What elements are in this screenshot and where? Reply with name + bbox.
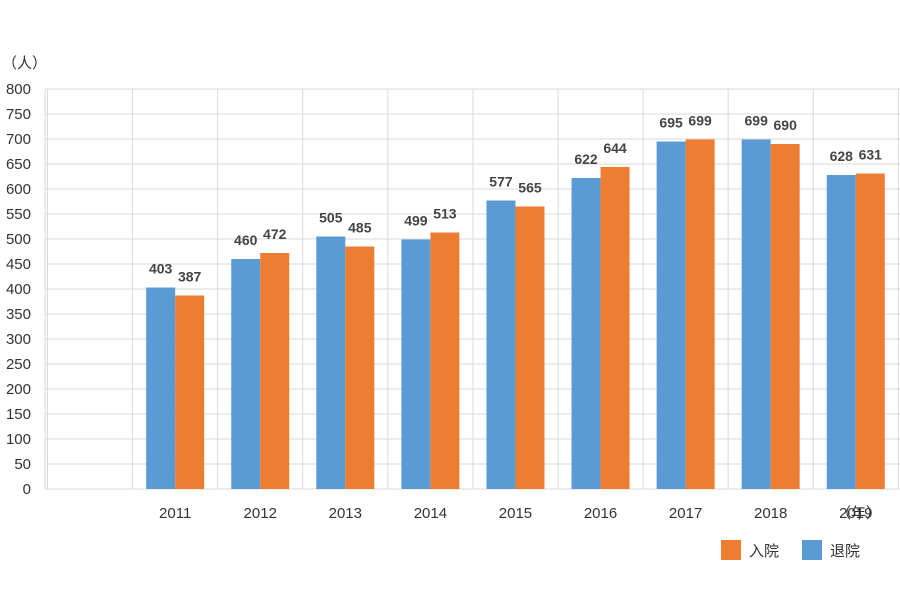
y-tick-label: 350 [6, 306, 31, 323]
y-tick-label: 300 [6, 331, 31, 348]
data-label: 387 [178, 269, 202, 285]
data-label: 460 [234, 232, 258, 248]
data-labels: 403 387 460 472 505 485 499 513 577 565 622 644 695 6… [149, 113, 882, 285]
bar-admission-2019 [855, 173, 885, 489]
x-tick-label: 2013 [329, 505, 362, 522]
y-tick-label: 700 [6, 131, 31, 148]
bar-admission-2017 [685, 139, 715, 489]
bar-discharge-2011 [146, 287, 176, 489]
y-tick-label: 0 [23, 481, 31, 498]
data-label: 695 [659, 115, 683, 131]
x-tick-label: 2017 [669, 505, 702, 522]
data-label: 499 [404, 213, 428, 229]
data-label: 699 [688, 113, 712, 129]
y-axis-ticks: 0 50 100 150 200 250 300 350 400 450 500 550 600 650 7… [6, 81, 31, 498]
bar-discharge-2013 [316, 236, 346, 489]
bar-discharge-2015 [486, 200, 516, 489]
x-tick-label: 2016 [584, 505, 617, 522]
legend-label: 退院 [830, 542, 860, 560]
y-tick-label: 600 [6, 181, 31, 198]
bar-discharge-2012 [231, 259, 261, 489]
y-tick-label: 500 [6, 231, 31, 248]
y-tick-label: 50 [14, 456, 31, 473]
bar-admission-2013 [345, 246, 375, 489]
y-tick-label: 550 [6, 206, 31, 223]
data-label: 631 [859, 147, 883, 163]
y-tick-label: 650 [6, 156, 31, 173]
data-label: 690 [774, 117, 798, 133]
bar-discharge-2017 [656, 141, 686, 489]
bar-admission-2014 [430, 232, 460, 489]
bar-discharge-2019 [826, 175, 856, 489]
y-tick-label: 750 [6, 106, 31, 123]
y-tick-label: 450 [6, 256, 31, 273]
data-label: 485 [348, 220, 372, 236]
data-label: 628 [830, 148, 854, 164]
bars [146, 139, 885, 489]
y-tick-label: 100 [6, 431, 31, 448]
x-tick-label: 2019 [839, 505, 872, 522]
bar-discharge-2016 [571, 178, 601, 489]
y-tick-label: 250 [6, 356, 31, 373]
legend-swatch [802, 540, 822, 560]
data-label: 577 [489, 174, 513, 190]
data-label: 699 [745, 113, 769, 129]
bar-discharge-2014 [401, 239, 431, 489]
legend-label: 入院 [749, 542, 779, 560]
legend: 入院 退院 [721, 540, 860, 560]
bar-admission-2015 [515, 206, 545, 489]
data-label: 505 [319, 210, 343, 226]
data-label: 403 [149, 261, 173, 277]
y-tick-label: 400 [6, 281, 31, 298]
x-axis-unit-label: （年） [836, 504, 881, 522]
bar-admission-2012 [260, 253, 290, 489]
y-tick-label: 800 [6, 81, 31, 98]
bar-admission-2018 [770, 144, 800, 489]
data-label: 472 [263, 226, 287, 242]
data-label: 513 [433, 206, 457, 222]
data-label: 565 [518, 180, 542, 196]
bar-discharge-2018 [741, 139, 771, 489]
x-tick-label: 2014 [414, 505, 447, 522]
y-tick-label: 200 [6, 381, 31, 398]
y-tick-label: 150 [6, 406, 31, 423]
data-label: 622 [574, 151, 598, 167]
y-axis-unit-label: （人） [2, 54, 47, 72]
x-axis-ticks: 2011 2012 2013 2014 2015 2016 2017 2018 2019 [159, 505, 872, 522]
data-label: 644 [603, 140, 627, 156]
x-tick-label: 2018 [754, 505, 787, 522]
x-tick-label: 2011 [159, 505, 191, 522]
bar-admission-2011 [175, 295, 205, 489]
x-tick-label: 2015 [499, 505, 532, 522]
legend-swatch [721, 540, 741, 560]
x-tick-label: 2012 [244, 505, 277, 522]
bar-admission-2016 [600, 167, 630, 489]
